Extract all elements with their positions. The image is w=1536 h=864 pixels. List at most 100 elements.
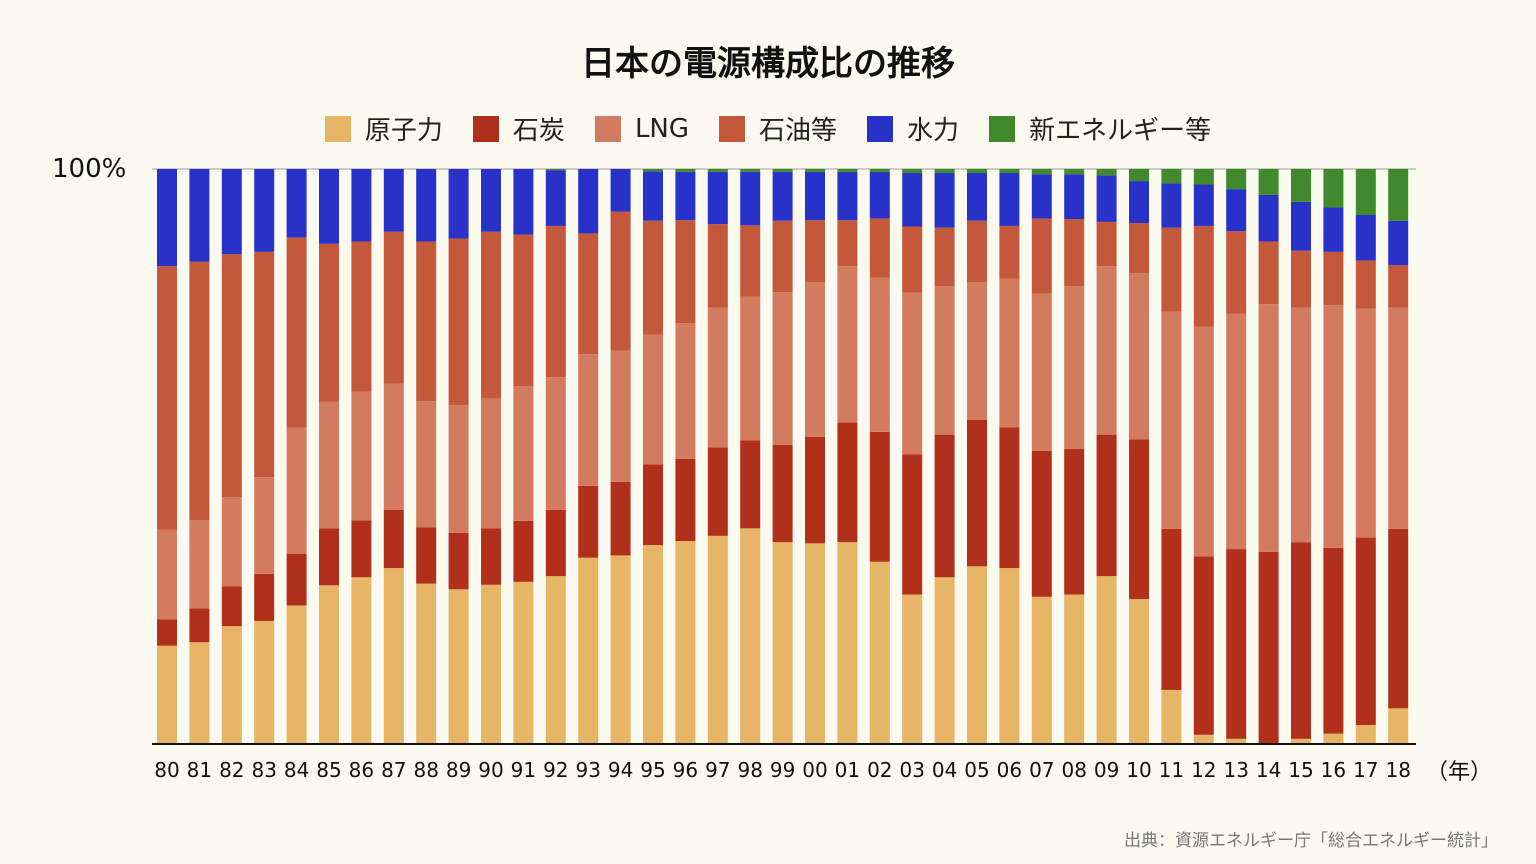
x-tick-label: 87 xyxy=(381,758,406,782)
bar-segment-03-3 xyxy=(902,226,923,293)
bar-segment-88-2 xyxy=(416,401,437,528)
bar-segment-90-3 xyxy=(481,231,501,399)
legend-item-lng: LNG xyxy=(594,110,689,147)
bar-segment-80-4 xyxy=(157,169,177,267)
bar-segment-12-2 xyxy=(1193,326,1214,557)
bar-segment-15-5 xyxy=(1291,169,1311,202)
x-tick-label: 82 xyxy=(219,758,244,782)
bar-segment-83-1 xyxy=(254,573,275,621)
source-note: 出典：資源エネルギー庁「総合エネルギー統計」 xyxy=(1124,831,1498,851)
chart-title: 日本の電源構成比の推移 xyxy=(581,44,955,84)
legend: 原子力 石炭 LNG 石油等 水力 新エネルギー等 xyxy=(0,110,1536,147)
x-tick-label: 10 xyxy=(1126,758,1151,782)
bar-segment-89-3 xyxy=(448,238,469,406)
bar-segment-11-2 xyxy=(1161,311,1182,529)
bar-segment-81-4 xyxy=(189,169,210,262)
x-tick-label: 99 xyxy=(770,758,795,782)
bar-segment-82-3 xyxy=(221,254,242,498)
bar-segment-16-2 xyxy=(1323,305,1344,548)
legend-label: 原子力 xyxy=(364,116,443,146)
bar-segment-95-5 xyxy=(643,169,663,172)
bar-segment-04-5 xyxy=(934,169,955,174)
bar-segment-81-1 xyxy=(189,608,210,643)
bar-segment-12-4 xyxy=(1193,184,1214,226)
bar-segment-11-4 xyxy=(1161,183,1182,228)
bar-segment-81-0 xyxy=(189,642,210,744)
bar-segment-16-4 xyxy=(1323,207,1344,252)
bar-segment-06-2 xyxy=(999,278,1020,428)
bar-segment-91-2 xyxy=(513,386,534,521)
bar-segment-99-2 xyxy=(772,292,793,445)
legend-item-oil: 石油等 xyxy=(719,110,837,147)
bar-segment-90-0 xyxy=(481,584,501,744)
legend-item-nuclear: 原子力 xyxy=(324,110,443,147)
bar-segment-05-2 xyxy=(967,282,987,420)
bar-segment-85-4 xyxy=(319,169,339,244)
bar-segment-91-3 xyxy=(513,234,534,387)
bar-segment-80-2 xyxy=(157,529,177,620)
bar-segment-94-1 xyxy=(610,481,631,556)
bar-segment-08-2 xyxy=(1064,286,1085,450)
bar-segment-86-1 xyxy=(351,520,372,578)
bar-segment-01-2 xyxy=(837,266,858,423)
bar-segment-93-0 xyxy=(578,557,599,744)
bar-segment-06-1 xyxy=(999,427,1020,569)
bar-segment-00-4 xyxy=(805,171,825,221)
bar-segment-16-0 xyxy=(1323,733,1344,744)
bar-segment-06-0 xyxy=(999,568,1020,744)
bar-segment-07-3 xyxy=(1031,218,1052,294)
bar-segment-01-4 xyxy=(837,171,858,221)
x-tick-label: 15 xyxy=(1288,758,1313,782)
x-tick-label: 05 xyxy=(964,758,989,782)
bar-segment-88-4 xyxy=(416,169,437,242)
bar-segment-02-5 xyxy=(869,169,890,172)
x-tick-label: 84 xyxy=(284,758,309,782)
bar-segment-13-2 xyxy=(1226,313,1247,550)
bar-segment-85-1 xyxy=(319,528,339,586)
bar-segment-18-1 xyxy=(1388,528,1409,709)
bar-segment-11-0 xyxy=(1161,689,1182,744)
bar-segment-11-1 xyxy=(1161,528,1182,690)
bar-segment-11-5 xyxy=(1161,169,1182,184)
bar-segment-91-1 xyxy=(513,520,534,582)
x-tick-label: 95 xyxy=(640,758,665,782)
bar-segment-83-3 xyxy=(254,251,275,478)
bar-segment-05-3 xyxy=(967,220,987,283)
bar-segment-93-3 xyxy=(578,233,599,355)
bar-segment-99-5 xyxy=(772,169,793,172)
bar-segment-18-4 xyxy=(1388,220,1409,266)
bar-segment-04-1 xyxy=(934,434,955,578)
bar-segment-04-2 xyxy=(934,286,955,435)
x-tick-label: 11 xyxy=(1159,758,1184,782)
bar-segment-12-3 xyxy=(1193,225,1214,327)
bar-segment-15-1 xyxy=(1291,542,1311,739)
bar-segment-08-5 xyxy=(1064,169,1085,175)
bar-segment-16-1 xyxy=(1323,547,1344,734)
legend-label: 石油等 xyxy=(759,116,838,146)
bar-segment-97-1 xyxy=(707,447,728,536)
bar-segment-11-3 xyxy=(1161,227,1182,312)
legend-swatch xyxy=(324,115,351,142)
bar-segment-02-2 xyxy=(869,277,890,432)
bar-segment-14-2 xyxy=(1258,304,1279,552)
bar-segment-12-5 xyxy=(1193,169,1214,185)
bar-segment-03-0 xyxy=(902,594,923,744)
bar-segment-94-0 xyxy=(610,555,631,744)
legend-label: 新エネルギー等 xyxy=(1029,116,1212,146)
bar-segment-89-2 xyxy=(448,405,469,533)
x-tick-label: 80 xyxy=(154,758,179,782)
legend-label: 石炭 xyxy=(512,116,565,146)
bar-segment-92-4 xyxy=(545,170,566,226)
bar-segment-14-1 xyxy=(1258,551,1279,744)
bar-segment-13-0 xyxy=(1226,738,1247,744)
bar-segment-84-1 xyxy=(286,553,307,606)
bar-segment-08-4 xyxy=(1064,174,1085,220)
bar-segment-96-2 xyxy=(675,323,696,459)
legend-swatch xyxy=(472,115,499,142)
bar-segment-98-1 xyxy=(740,440,761,529)
bar-segment-99-4 xyxy=(772,171,793,221)
x-tick-label: 12 xyxy=(1191,758,1216,782)
x-tick-label: 16 xyxy=(1321,758,1346,782)
bar-segment-01-1 xyxy=(837,422,858,543)
